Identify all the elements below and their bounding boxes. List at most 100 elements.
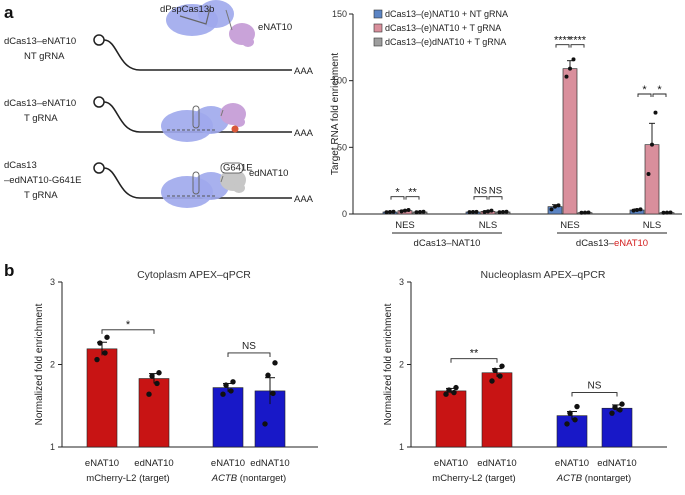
significance-label: NS <box>474 186 487 197</box>
significance-label: NS <box>242 341 256 352</box>
significance-label: * <box>657 84 662 96</box>
significance-label: ** <box>470 348 479 360</box>
chart-title: Cytoplasm APEX–qPCR <box>137 269 251 281</box>
rna-strand <box>103 101 292 133</box>
data-point <box>406 208 411 212</box>
data-point <box>553 204 557 209</box>
data-point <box>414 210 419 215</box>
chart-title: Nucleoplasm APEX–qPCR <box>481 269 606 281</box>
category-label: edNAT10 <box>250 458 289 469</box>
rna-cap <box>93 96 105 108</box>
y-tick-label: 3 <box>50 277 55 287</box>
significance-label: NS <box>489 186 502 197</box>
significance-bracket <box>450 358 498 363</box>
y-tick-label: 100 <box>332 76 347 86</box>
data-point <box>497 373 503 379</box>
significance-bracket <box>570 44 585 48</box>
data-point <box>403 208 407 213</box>
data-point <box>631 208 636 213</box>
data-point <box>499 363 505 369</box>
guide-hairpin <box>192 105 200 129</box>
category-label: edNAT10 <box>477 458 516 469</box>
data-point <box>653 110 658 115</box>
group-label-part: eNAT10 <box>614 238 648 249</box>
group-label: dCas13–eNAT10 <box>576 238 648 249</box>
linker <box>220 175 224 183</box>
category-label: eNAT10 <box>85 458 119 469</box>
data-point <box>617 407 623 413</box>
data-point <box>572 417 578 423</box>
data-point <box>635 208 639 212</box>
data-point <box>482 210 487 214</box>
data-point <box>421 209 426 214</box>
bar <box>86 348 118 448</box>
data-point <box>646 172 651 176</box>
category-label: eNAT10 <box>211 458 245 469</box>
bar <box>435 390 467 448</box>
significance-label: **** <box>554 35 572 47</box>
y-tick-label: 1 <box>50 442 55 452</box>
bar <box>481 372 513 448</box>
data-point <box>568 66 572 71</box>
ac4c-mark <box>231 125 239 133</box>
bar <box>556 415 588 448</box>
group-label-part: dCas13–NAT10 <box>414 238 481 249</box>
significance-label: * <box>642 84 647 96</box>
data-point <box>97 340 103 346</box>
group-label-suffix: (nontarget) <box>237 473 286 484</box>
bar <box>644 144 660 215</box>
legend-entry: dCas13–(e)dNAT10 + T gRNA <box>385 37 506 47</box>
enzyme-label: edNAT10 <box>249 168 288 179</box>
mutation-label: G641E <box>223 163 253 174</box>
significance-bracket <box>571 392 618 397</box>
data-point <box>146 391 152 397</box>
subgroup-label: NES <box>395 220 415 231</box>
enzyme-label: eNAT10 <box>258 22 292 33</box>
schematic-construct-label: dCas13 <box>4 160 37 171</box>
data-point <box>391 209 396 214</box>
bar <box>562 68 578 215</box>
enzyme-protein-lobe <box>233 117 245 127</box>
data-point <box>270 390 276 397</box>
data-point <box>549 207 554 212</box>
subgroup-label: NLS <box>479 220 497 231</box>
significance-bracket <box>652 93 667 97</box>
y-tick-label: 2 <box>399 360 404 370</box>
rna-strand <box>103 39 292 71</box>
significance-bracket <box>405 196 420 200</box>
y-tick-label: 2 <box>50 360 55 370</box>
y-axis-label: Normalized fold enrichment <box>383 303 394 425</box>
cas13-label: dPspCas13b <box>160 4 214 15</box>
schematic-grna-label: T gRNA <box>24 113 58 124</box>
data-point <box>564 421 570 427</box>
group-label-nontarget: ACTB (nontarget) <box>556 473 631 484</box>
significance-label: * <box>126 319 131 331</box>
data-point <box>104 334 110 340</box>
bar <box>138 378 170 448</box>
category-label: edNAT10 <box>134 458 173 469</box>
data-point <box>489 378 495 384</box>
poly-a-tail: AAA <box>294 66 314 77</box>
significance-bracket <box>637 93 652 97</box>
group-label-suffix: (nontarget) <box>582 473 631 484</box>
data-point <box>102 350 108 356</box>
category-label: eNAT10 <box>555 458 589 469</box>
data-point <box>399 209 404 214</box>
schematic-grna-label: NT gRNA <box>24 51 65 62</box>
data-point <box>384 210 389 215</box>
panel-b-letter: b <box>4 261 14 280</box>
target-rna-enrichment-chart: 0 50 100 150 Target RNA fold enrichment dCas1… <box>330 9 682 249</box>
data-point <box>272 360 278 366</box>
data-point <box>612 404 618 411</box>
y-tick-label: 50 <box>337 142 347 152</box>
schematic-row: dCas13 –edNAT10-G641E T gRNA AAA edNAT10G641… <box>4 160 314 208</box>
enzyme-protein-lobe <box>242 37 254 47</box>
panel-a-letter: a <box>4 3 14 22</box>
data-point <box>451 389 457 396</box>
y-tick-label: 1 <box>399 442 404 452</box>
linker <box>225 9 233 31</box>
rna-cap <box>93 162 105 174</box>
gene-name: ACTB <box>556 473 583 484</box>
rna-strand <box>103 167 292 199</box>
significance-bracket <box>488 196 503 200</box>
